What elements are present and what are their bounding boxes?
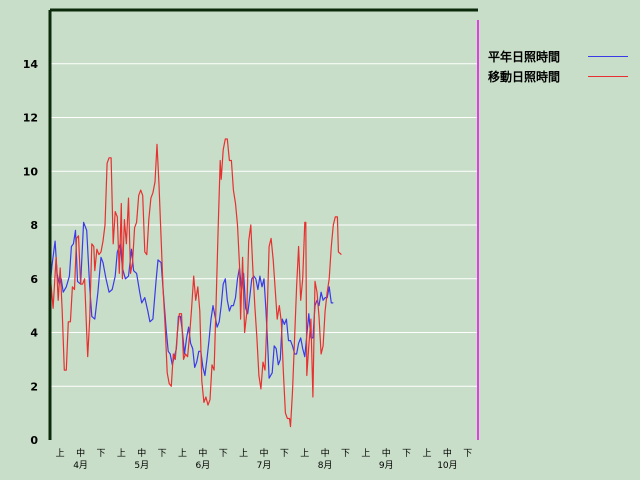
y-tick-label: 6 — [30, 273, 38, 286]
x-tick-sublabel: 中 — [137, 447, 146, 459]
x-month-label: 10月 — [437, 460, 457, 471]
x-month-label: 7月 — [257, 460, 272, 471]
axes — [48, 8, 479, 440]
legend-label-normal: 平年日照時間 — [488, 49, 561, 64]
x-tick-sublabel: 上 — [178, 448, 187, 459]
x-month-label: 8月 — [318, 460, 333, 471]
x-tick-sublabel: 上 — [300, 448, 309, 459]
x-tick-sublabel: 下 — [463, 449, 472, 459]
x-tick-sublabel: 下 — [402, 449, 411, 459]
x-tick-sublabel: 上 — [239, 448, 248, 459]
y-tick-label: 4 — [30, 327, 38, 340]
x-month-label: 4月 — [73, 460, 88, 471]
legend-item-normal: 平年日照時間 — [488, 46, 628, 66]
x-tick-sublabel: 中 — [321, 447, 330, 459]
x-tick-sublabel: 上 — [56, 448, 65, 459]
x-tick-sublabel: 中 — [259, 447, 268, 459]
series-layer — [49, 138, 342, 438]
x-month-label: 6月 — [195, 460, 210, 471]
y-tick-label: 10 — [23, 165, 39, 178]
x-tick-sublabel: 中 — [382, 447, 391, 459]
x-tick-sublabel: 上 — [423, 448, 432, 459]
x-tick-sublabel: 上 — [361, 448, 370, 459]
series-line-normal — [49, 221, 334, 379]
y-tick-label: 12 — [23, 112, 38, 125]
legend-swatch-moving — [588, 75, 628, 77]
y-tick-label: 8 — [30, 219, 38, 232]
y-axis-ticks: 0 2 4 6 8 10 12 14 — [23, 58, 39, 447]
x-tick-sublabel: 下 — [96, 449, 105, 459]
x-axis-ticks: 上中下上中下上中下上中下上中下上中下上中下4月 5月 6月 7月 8月 9月 10月 — [56, 447, 473, 471]
legend: 平年日照時間 移動日照時間 — [488, 46, 628, 86]
series-line-moving — [49, 138, 342, 438]
x-tick-sublabel: 中 — [443, 447, 452, 459]
y-tick-label: 0 — [30, 434, 38, 447]
x-month-label: 5月 — [134, 460, 149, 471]
x-month-label: 9月 — [379, 460, 394, 471]
y-tick-label: 14 — [23, 58, 39, 71]
legend-label-moving: 移動日照時間 — [488, 69, 561, 84]
y-tick-label: 2 — [30, 380, 38, 393]
legend-item-moving: 移動日照時間 — [488, 66, 628, 86]
x-tick-sublabel: 中 — [198, 447, 207, 459]
legend-swatch-normal — [588, 55, 628, 57]
x-tick-sublabel: 下 — [158, 449, 167, 459]
x-tick-sublabel: 下 — [280, 449, 289, 459]
x-tick-sublabel: 下 — [341, 449, 350, 459]
x-tick-sublabel: 下 — [219, 449, 228, 459]
x-tick-sublabel: 上 — [117, 448, 126, 459]
x-tick-sublabel: 中 — [76, 447, 85, 459]
